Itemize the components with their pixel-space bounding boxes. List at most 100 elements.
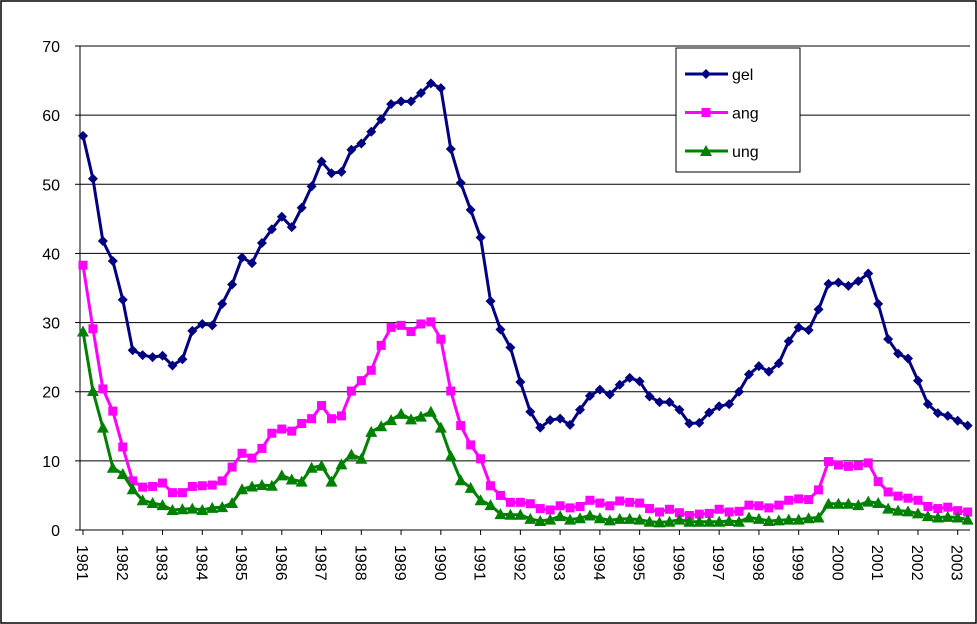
- y-tick-label: 70: [42, 39, 60, 56]
- marker: [804, 495, 814, 505]
- marker: [664, 504, 674, 514]
- marker: [772, 514, 785, 526]
- marker: [345, 448, 358, 460]
- y-tick-label: 60: [42, 108, 60, 125]
- marker: [823, 278, 834, 289]
- marker: [335, 458, 348, 470]
- marker: [227, 279, 238, 290]
- marker: [265, 479, 278, 491]
- marker: [435, 83, 446, 94]
- marker: [455, 177, 466, 188]
- x-tick-label: 1986: [272, 545, 289, 581]
- marker: [386, 322, 396, 332]
- marker: [664, 397, 675, 408]
- marker: [842, 497, 855, 509]
- marker: [922, 399, 933, 410]
- marker: [742, 511, 755, 523]
- marker: [644, 391, 655, 402]
- marker: [386, 99, 397, 110]
- marker: [176, 503, 189, 515]
- y-tick-label: 50: [42, 177, 60, 194]
- marker: [465, 204, 476, 215]
- marker: [126, 483, 139, 495]
- marker: [177, 354, 188, 365]
- marker: [167, 360, 178, 371]
- marker: [893, 348, 904, 359]
- marker: [405, 413, 418, 425]
- marker: [525, 499, 535, 509]
- marker: [415, 88, 426, 99]
- marker: [366, 126, 377, 137]
- marker: [802, 512, 815, 524]
- marker: [654, 397, 665, 408]
- marker: [177, 488, 187, 498]
- marker: [933, 504, 943, 514]
- marker: [187, 481, 197, 491]
- marker: [495, 490, 505, 500]
- marker: [784, 495, 794, 505]
- marker: [424, 405, 437, 417]
- marker: [425, 78, 436, 89]
- marker: [773, 358, 784, 369]
- marker: [217, 298, 228, 309]
- x-tick-label: 2003: [948, 545, 965, 581]
- x-tick-label: 1985: [232, 545, 249, 581]
- marker: [325, 475, 338, 487]
- marker: [694, 417, 705, 428]
- marker: [673, 513, 686, 525]
- marker: [336, 411, 346, 421]
- marker: [197, 481, 207, 491]
- marker: [434, 421, 447, 433]
- x-tick-label: 1990: [431, 545, 448, 581]
- marker: [943, 502, 953, 512]
- marker: [316, 156, 327, 167]
- marker: [822, 497, 835, 509]
- legend-label: gel: [732, 67, 753, 84]
- marker: [136, 494, 149, 506]
- marker: [961, 513, 974, 525]
- marker: [216, 501, 229, 513]
- x-tick-label: 1983: [153, 545, 170, 581]
- marker: [595, 498, 605, 508]
- marker: [733, 515, 746, 527]
- marker: [406, 327, 416, 337]
- marker: [147, 352, 158, 363]
- marker: [942, 410, 953, 421]
- marker: [585, 495, 595, 505]
- marker: [128, 476, 138, 486]
- marker: [207, 480, 217, 490]
- marker: [623, 512, 636, 524]
- x-tick-label: 1987: [312, 545, 329, 581]
- marker: [485, 296, 496, 307]
- marker: [305, 461, 318, 473]
- marker: [931, 511, 944, 523]
- marker: [78, 130, 88, 141]
- marker: [921, 510, 934, 522]
- x-tick-label: 1998: [749, 545, 766, 581]
- marker: [645, 504, 655, 514]
- marker: [734, 506, 744, 516]
- marker: [852, 499, 865, 511]
- marker: [853, 461, 863, 471]
- marker: [902, 505, 915, 517]
- marker: [186, 502, 199, 514]
- marker: [315, 459, 328, 471]
- marker: [633, 513, 646, 525]
- marker: [832, 497, 845, 509]
- marker: [454, 474, 467, 486]
- marker: [824, 457, 833, 467]
- marker: [336, 166, 347, 177]
- marker: [763, 366, 774, 377]
- marker: [593, 512, 606, 524]
- marker: [883, 487, 893, 497]
- marker: [952, 415, 963, 426]
- marker: [724, 507, 734, 517]
- marker: [583, 509, 596, 521]
- marker: [276, 211, 287, 222]
- x-tick-label: 1992: [510, 545, 527, 581]
- x-tick-label: 1988: [351, 545, 368, 581]
- marker: [594, 384, 605, 395]
- marker: [464, 481, 477, 493]
- marker: [604, 389, 615, 400]
